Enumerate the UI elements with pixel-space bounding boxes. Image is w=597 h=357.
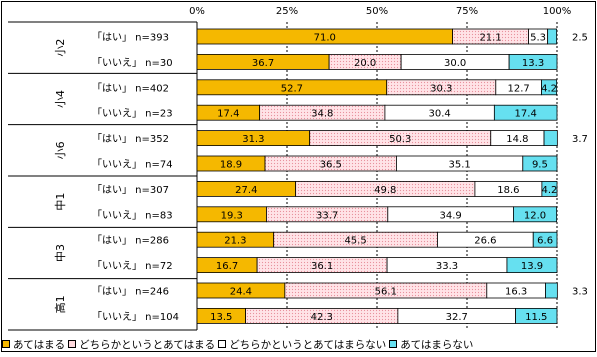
legend-swatch (68, 340, 77, 348)
chart-legend: あてはまる どちらかというとあてはまる どちらかというとあてはまらない あてはまらない (2, 336, 476, 352)
chart-frame (1, 1, 596, 352)
row-label: 「いいえ」 n=74 (92, 159, 173, 171)
bar-segment (547, 28, 558, 45)
data-label: 4.2 (541, 83, 557, 94)
row-label: 「いいえ」 n=30 (92, 57, 173, 69)
data-label: 33.7 (316, 210, 338, 221)
data-label: 14.8 (506, 134, 528, 145)
data-label: 36.5 (320, 160, 342, 171)
data-label: 34.8 (311, 109, 333, 120)
bar-segment (508, 54, 558, 70)
bar-segment (545, 282, 558, 299)
x-tick-label: 0% (189, 6, 205, 17)
data-label: 13.9 (521, 261, 543, 272)
data-label: 32.7 (446, 312, 468, 323)
data-label: 21.3 (224, 236, 246, 247)
legend-label: あてはまる (13, 338, 66, 351)
group-label: 小2 (54, 39, 67, 57)
group-label: 小6 (54, 141, 67, 159)
data-label: 11.5 (525, 312, 547, 323)
data-label: 19.3 (221, 210, 243, 221)
bar-segment (515, 307, 558, 324)
data-label: 42.3 (311, 312, 333, 323)
bar-segment (493, 104, 558, 121)
bar-segment (541, 180, 558, 197)
row-label: 「はい」 n=307 (92, 184, 169, 196)
bar-segment (506, 257, 558, 274)
data-label: 17.4 (515, 109, 537, 120)
data-label: 49.8 (374, 185, 396, 196)
data-label: 45.5 (344, 236, 366, 247)
data-label: 33.3 (436, 261, 458, 272)
data-label: 30.4 (429, 109, 451, 120)
row-label: 「はい」 n=246 (92, 286, 169, 298)
row-label: 「はい」 n=393 (92, 32, 169, 44)
bar-segment (543, 130, 558, 147)
data-label: 24.4 (230, 287, 252, 298)
row-label: 「いいえ」 n=104 (92, 311, 179, 323)
data-label: 71.0 (314, 33, 336, 44)
data-label: 4.2 (541, 185, 557, 196)
data-label: 18.6 (497, 185, 519, 196)
legend-item: どちらかというとあてはまる (68, 337, 215, 352)
group-label: 高1 (53, 295, 67, 313)
data-label: 3.7 (572, 134, 588, 145)
legend-item: あてはまらない (389, 337, 473, 352)
data-label: 16.3 (505, 287, 527, 298)
data-label: 12.0 (524, 210, 546, 221)
bar-segment (541, 79, 558, 96)
data-label: 50.3 (389, 134, 411, 145)
data-label: 18.9 (220, 160, 242, 171)
data-label: 34.9 (439, 210, 461, 221)
group-label: 小4 (54, 90, 67, 108)
x-tick-label: 100% (543, 6, 572, 17)
legend-label: どちらかというとあてはまる (79, 338, 216, 351)
legend-item: どちらかというとあてはまらない (218, 337, 386, 352)
row-label: 「はい」 n=352 (92, 133, 169, 145)
x-tick-label: 25% (276, 6, 298, 17)
group-label: 中1 (54, 193, 67, 211)
data-label: 13.5 (210, 312, 232, 323)
data-label: 5.3 (530, 33, 546, 44)
row-label: 「いいえ」 n=72 (92, 260, 173, 272)
data-label: 16.7 (216, 261, 238, 272)
data-label: 27.4 (235, 185, 257, 196)
data-label: 13.3 (522, 58, 544, 69)
data-label: 2.5 (572, 33, 588, 44)
data-label: 35.1 (448, 160, 470, 171)
legend-label: どちらかというとあてはまらない (229, 338, 387, 351)
data-label: 30.0 (444, 58, 466, 69)
row-label: 「はい」 n=402 (92, 82, 169, 94)
data-label: 56.1 (375, 287, 397, 298)
data-label: 52.7 (281, 83, 303, 94)
row-label: 「いいえ」 n=83 (92, 209, 173, 221)
legend-swatch (389, 340, 398, 348)
legend-swatch (2, 340, 10, 348)
x-tick-label: 75% (456, 6, 478, 17)
data-label: 20.0 (354, 58, 376, 69)
x-tick-label: 50% (366, 6, 388, 17)
data-label: 30.3 (430, 83, 452, 94)
data-label: 17.4 (217, 109, 239, 120)
legend-label: あてはまらない (400, 338, 474, 351)
data-label: 9.5 (532, 160, 548, 171)
legend-item: あてはまる (2, 337, 65, 352)
data-label: 6.6 (537, 236, 553, 247)
data-label: 26.6 (474, 236, 496, 247)
bar-segment (532, 231, 558, 248)
data-label: 3.3 (572, 287, 588, 298)
group-label: 中3 (54, 244, 67, 262)
data-label: 31.3 (242, 134, 264, 145)
data-label: 21.1 (479, 33, 501, 44)
data-label: 36.1 (311, 261, 333, 272)
bar-segment (522, 155, 558, 172)
legend-swatch (218, 340, 227, 348)
row-label: 「いいえ」 n=23 (92, 108, 173, 120)
row-label: 「はい」 n=286 (92, 235, 169, 247)
bar-segment (513, 206, 558, 223)
data-label: 12.7 (508, 83, 530, 94)
data-label: 36.7 (252, 58, 274, 69)
